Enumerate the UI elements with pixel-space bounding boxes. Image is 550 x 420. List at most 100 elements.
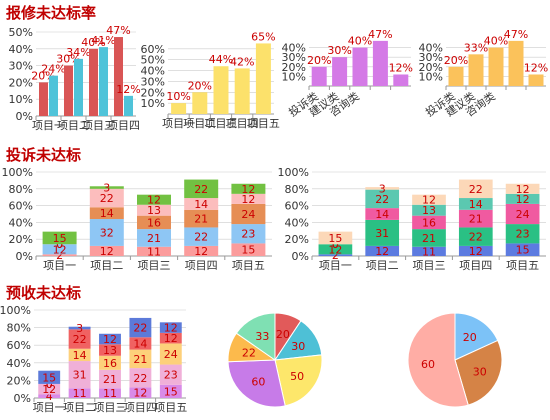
- y-tick-label: 50%: [141, 54, 165, 67]
- data-label: 14: [133, 337, 147, 350]
- acceptance-stacked-bar-chart: 0%20%40%60%80%100%项目一4120015项目二113114223…: [0, 304, 187, 414]
- y-tick-label: 20%: [419, 61, 443, 74]
- data-label: 15: [516, 244, 530, 257]
- bar-segment: [68, 348, 91, 362]
- y-tick-label: 100%: [278, 166, 309, 179]
- data-label: 40%: [81, 36, 105, 49]
- bar-segment: [42, 254, 77, 256]
- bar-segment: [89, 219, 124, 246]
- pie-slice: [235, 312, 276, 361]
- bar-segment: [231, 193, 266, 204]
- bar-segment: [137, 194, 171, 205]
- section-title-complaint: 投诉未达标: [6, 146, 82, 164]
- bar-segment: [99, 369, 121, 389]
- category-label: 项目四: [226, 117, 259, 130]
- data-label: 0: [56, 238, 63, 251]
- bar: [488, 47, 504, 86]
- y-tick-label: 10%: [141, 97, 165, 110]
- data-label: 12: [164, 332, 178, 345]
- category-label: 项目五: [154, 401, 187, 414]
- data-label: 22: [375, 193, 389, 206]
- bar: [352, 47, 368, 86]
- category-label: 项目三: [82, 119, 115, 132]
- bar: [372, 40, 388, 86]
- data-label: 3: [76, 322, 83, 335]
- bar-segment: [99, 388, 121, 398]
- pie-slice: [274, 354, 323, 407]
- data-label: 14: [73, 349, 87, 362]
- bar-segment: [231, 243, 266, 256]
- bar-segment: [68, 388, 91, 398]
- bar-segment: [129, 349, 152, 369]
- data-label: 65%: [251, 30, 275, 43]
- bar-segment: [99, 355, 121, 370]
- y-tick-label: 60%: [9, 200, 33, 213]
- data-label: 30%: [327, 44, 351, 57]
- y-tick-label: 80%: [285, 183, 309, 196]
- data-label: 11: [73, 387, 87, 400]
- data-label: 20%: [444, 54, 468, 67]
- bar-segment: [505, 193, 540, 204]
- data-label: 0: [332, 238, 339, 251]
- slice-label: 30: [473, 365, 487, 378]
- data-label: 22: [469, 231, 483, 244]
- slice-label: 33: [255, 330, 269, 343]
- repair-project-bar-chart: 10%20%30%40%50%60%项目一10%项目二20%项目三44%项目四4…: [141, 30, 280, 130]
- data-label: 16: [422, 216, 436, 229]
- pie-slice: [407, 312, 469, 408]
- y-tick-label: 40%: [285, 216, 309, 229]
- bar: [332, 57, 348, 86]
- pie-slice: [454, 339, 503, 406]
- y-tick-label: 10%: [9, 93, 33, 106]
- data-label: 13: [103, 344, 117, 357]
- category-label: 项目三: [94, 401, 127, 414]
- data-label: 12: [375, 245, 389, 258]
- data-label: 12: [516, 183, 530, 196]
- section-title-repair: 报修未达标率: [6, 4, 97, 22]
- data-label: 33%: [464, 41, 488, 54]
- slice-label: 50: [290, 370, 304, 383]
- bar-segment: [318, 254, 353, 256]
- bar-segment: [129, 317, 152, 338]
- bar: [124, 95, 133, 116]
- data-label: 21: [147, 232, 161, 245]
- bar-segment: [137, 204, 171, 216]
- y-tick-label: 80%: [7, 322, 31, 335]
- slice-label: 60: [421, 358, 435, 371]
- data-label: 21: [422, 232, 436, 245]
- slice-label: 20: [463, 331, 477, 344]
- data-label: 21: [103, 373, 117, 386]
- section-title-acceptance: 预收未达标: [6, 284, 82, 302]
- category-label: 项目三: [205, 117, 238, 130]
- bar-segment: [412, 215, 446, 230]
- data-label: 12%: [524, 61, 548, 74]
- data-label: 22: [100, 192, 114, 205]
- acceptance-pie-chart-2: 20 30 60: [407, 312, 503, 408]
- category-label: 项目二: [90, 259, 123, 272]
- data-label: 41%: [91, 34, 115, 47]
- bar-segment: [38, 394, 61, 398]
- bar: [171, 103, 187, 114]
- category-label: 项目四: [185, 259, 218, 272]
- bar-segment: [68, 361, 91, 389]
- category-label: 项目一: [319, 259, 352, 272]
- data-label: 21: [133, 353, 147, 366]
- category-label: 项目一: [32, 119, 65, 132]
- data-label: 13: [147, 204, 161, 217]
- bar: [213, 66, 229, 114]
- bar-segment: [231, 183, 266, 194]
- bar-segment: [505, 243, 540, 256]
- bar-segment: [184, 245, 219, 256]
- data-label: 22: [194, 231, 208, 244]
- data-label: 3: [103, 182, 110, 195]
- data-label: 12: [147, 194, 161, 207]
- bar-segment: [129, 337, 152, 350]
- bar-segment: [38, 370, 61, 384]
- data-label: 24: [241, 208, 255, 221]
- data-label: 47%: [504, 28, 528, 41]
- y-tick-label: 0%: [292, 250, 309, 263]
- y-tick-label: 20%: [285, 233, 309, 246]
- data-label: 21: [194, 213, 208, 226]
- bar-segment: [68, 326, 91, 330]
- data-label: 2: [56, 249, 63, 262]
